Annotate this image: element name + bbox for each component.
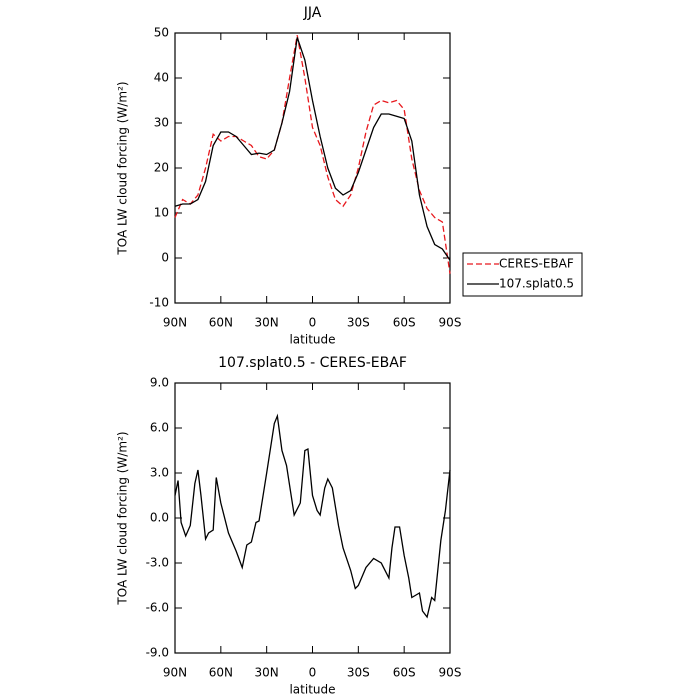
x-tick-label: 0 [309, 666, 317, 680]
y-tick-label: 20 [154, 161, 169, 175]
y-tick-label: 40 [154, 71, 169, 85]
data-line [174, 37, 451, 261]
x-tick-label: 60N [209, 666, 233, 680]
y-tick-label: 3.0 [150, 466, 169, 480]
plot-frame [174, 32, 451, 304]
x-tick-label: 60S [393, 316, 416, 330]
y-tick-label: 6.0 [150, 421, 169, 435]
x-tick-label: 90N [163, 666, 187, 680]
x-tick-label: 90N [163, 316, 187, 330]
chart-title: 107.splat0.5 - CERES-EBAF [218, 355, 407, 371]
y-tick-label: 10 [154, 206, 169, 220]
x-tick-label: 90S [439, 316, 462, 330]
y-tick-label: -6.0 [146, 601, 169, 615]
y-tick-label: 30 [154, 116, 169, 130]
x-tick-label: 30N [255, 316, 279, 330]
y-tick-label: 0.0 [150, 511, 169, 525]
data-line [174, 413, 451, 619]
y-axis-label: TOA LW cloud forcing (W/m²) [116, 431, 130, 605]
x-tick-label: 0 [309, 316, 317, 330]
y-tick-label: -9.0 [146, 646, 169, 660]
x-tick-label: 30N [255, 666, 279, 680]
y-tick-label: 0 [161, 251, 169, 265]
x-tick-label: 30S [347, 666, 370, 680]
x-axis-label: latitude [289, 683, 335, 697]
y-axis-label: TOA LW cloud forcing (W/m²) [116, 81, 130, 255]
plot-frame [174, 382, 451, 654]
y-tick-label: -10 [149, 296, 169, 310]
x-axis-label: latitude [289, 333, 335, 347]
y-tick-label: 50 [154, 26, 169, 40]
chart-title: JJA [303, 5, 322, 21]
y-tick-label: -3.0 [146, 556, 169, 570]
data-line [174, 35, 451, 274]
legend-label: CERES-EBAF [499, 257, 574, 271]
x-tick-label: 90S [439, 666, 462, 680]
legend-frame [462, 252, 583, 297]
x-tick-label: 30S [347, 316, 370, 330]
x-tick-label: 60N [209, 316, 233, 330]
y-tick-label: 9.0 [150, 376, 169, 390]
legend-label: 107.splat0.5 [499, 277, 574, 291]
x-tick-label: 60S [393, 666, 416, 680]
